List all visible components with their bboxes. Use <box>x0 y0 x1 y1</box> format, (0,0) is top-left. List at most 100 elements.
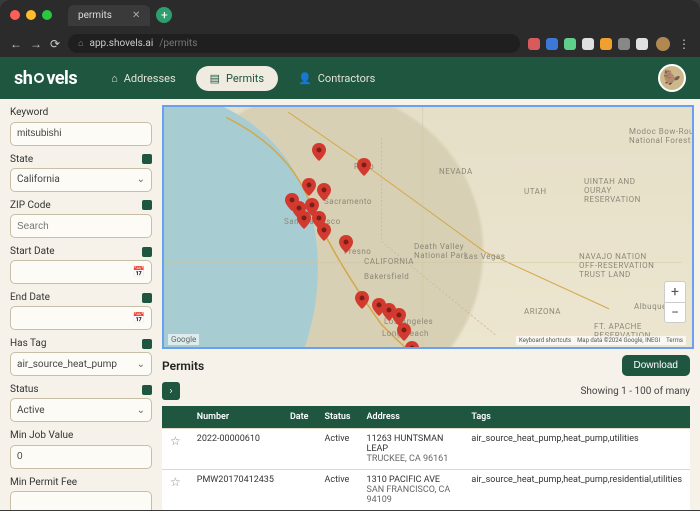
user-avatar[interactable]: 🦫 <box>658 64 686 92</box>
app-body: Keyword State California ⌄ ZIP Code Star… <box>0 99 700 510</box>
map-label: NEVADA <box>439 167 473 176</box>
status-select[interactable]: Active ⌄ <box>10 398 152 422</box>
map-label: CALIFORNIA <box>364 257 414 266</box>
map-marker[interactable] <box>317 223 331 237</box>
extension-icon[interactable] <box>528 38 540 50</box>
download-button[interactable]: Download <box>622 355 690 376</box>
chevron-down-icon: ⌄ <box>137 405 145 416</box>
state-select[interactable]: California ⌄ <box>10 168 152 192</box>
end-date-input[interactable]: 📅 <box>10 306 152 330</box>
map-label: Las Vegas <box>464 252 505 261</box>
map-marker[interactable] <box>312 143 326 157</box>
close-window-button[interactable] <box>10 10 20 20</box>
new-tab-button[interactable]: + <box>156 7 172 23</box>
address-bar[interactable]: ⌂ app.shovels.ai/permits <box>68 34 520 53</box>
table-row[interactable]: ☆2022-00000610Active11263 HUNTSMAN LEAPT… <box>162 429 690 470</box>
lock-icon: ⌂ <box>78 38 83 49</box>
cell-status: Active <box>317 429 359 470</box>
status-field: Status Active ⌄ <box>10 384 152 422</box>
map-marker[interactable] <box>397 323 411 337</box>
pager-text: Showing 1 - 100 of many <box>580 386 690 397</box>
map-label: Sacramento <box>324 197 372 206</box>
extension-icon[interactable] <box>618 38 630 50</box>
start-date-label: Start Date <box>10 246 55 257</box>
col-number[interactable]: Number <box>189 406 282 429</box>
cell-date <box>282 470 317 511</box>
browser-tab[interactable]: permits ✕ <box>68 5 150 26</box>
zip-chip-icon <box>142 200 152 210</box>
map-marker[interactable] <box>317 183 331 197</box>
map-marker[interactable] <box>302 178 316 192</box>
zip-input[interactable] <box>10 214 152 238</box>
extension-icon[interactable] <box>582 38 594 50</box>
extension-icon[interactable] <box>564 38 576 50</box>
map-label: UINTAH AND OURAY RESERVATION <box>584 177 641 204</box>
map-attribution: Keyboard shortcuts Map data ©2024 Google… <box>516 336 686 345</box>
zoom-control: + − <box>664 281 686 323</box>
map-marker[interactable] <box>305 198 319 212</box>
maximize-window-button[interactable] <box>42 10 52 20</box>
tab-title: permits <box>78 10 112 21</box>
close-tab-icon[interactable]: ✕ <box>132 10 140 21</box>
has-tag-select[interactable]: air_source_heat_pump ⌄ <box>10 352 152 376</box>
has-tag-chip-icon <box>142 339 152 349</box>
next-page-button[interactable]: › <box>162 382 180 400</box>
col-tags[interactable]: Tags <box>463 406 690 429</box>
main-panel: NEVADACALIFORNIAUTAHARIZONALas VegasSan … <box>162 99 700 510</box>
map-label: Bakersfield <box>364 272 409 281</box>
map-marker[interactable] <box>339 235 353 249</box>
logo[interactable]: shvels <box>14 68 77 89</box>
start-date-chip-icon <box>142 247 152 257</box>
map-marker[interactable] <box>355 291 369 305</box>
start-date-input[interactable]: 📅 <box>10 260 152 284</box>
minimize-window-button[interactable] <box>26 10 36 20</box>
permits-header: Permits Download <box>162 355 690 376</box>
table-row[interactable]: ☆PMW20170412435Active1310 PACIFIC AVESAN… <box>162 470 690 511</box>
min-job-value-input[interactable] <box>10 445 152 469</box>
app-root: shvels ⌂Addresses▤Permits👤Contractors 🦫 … <box>0 57 700 510</box>
zoom-in-button[interactable]: + <box>665 282 685 302</box>
start-date-field: Start Date 📅 <box>10 246 152 284</box>
star-icon[interactable]: ☆ <box>170 434 181 448</box>
map-marker[interactable] <box>405 341 419 349</box>
nav-label: Permits <box>226 72 264 85</box>
extension-icons <box>528 38 648 50</box>
cell-tags: air_source_heat_pump,heat_pump,residenti… <box>463 470 690 511</box>
window-controls <box>10 10 52 20</box>
cell-date <box>282 429 317 470</box>
menu-button[interactable]: ⋮ <box>678 37 690 51</box>
map[interactable]: NEVADACALIFORNIAUTAHARIZONALas VegasSan … <box>162 105 694 349</box>
map-shortcuts[interactable]: Keyboard shortcuts <box>519 337 571 344</box>
col-status[interactable]: Status <box>317 406 359 429</box>
map-terms[interactable]: Terms <box>666 337 683 344</box>
map-marker[interactable] <box>392 308 406 322</box>
tab-strip: permits ✕ + <box>0 0 700 30</box>
back-button[interactable]: ← <box>10 37 22 51</box>
nav-addresses[interactable]: ⌂Addresses <box>97 66 190 91</box>
zoom-out-button[interactable]: − <box>665 302 685 322</box>
nav-permits[interactable]: ▤ Permits <box>196 66 278 91</box>
col-date[interactable]: Date <box>282 406 317 429</box>
extension-icon[interactable] <box>636 38 648 50</box>
min-permit-fee-input[interactable] <box>10 491 152 510</box>
min-permit-fee-field: Min Permit Fee <box>10 477 152 511</box>
reload-button[interactable]: ⟳ <box>50 37 60 51</box>
keyword-field: Keyword <box>10 107 152 146</box>
extension-icon[interactable] <box>546 38 558 50</box>
home-icon: ⌂ <box>111 72 118 85</box>
doc-icon: ▤ <box>210 72 220 85</box>
nav-contractors[interactable]: 👤Contractors <box>284 66 389 91</box>
keyword-input[interactable] <box>10 122 152 146</box>
forward-button[interactable]: → <box>30 37 42 51</box>
min-permit-fee-label: Min Permit Fee <box>10 477 77 488</box>
end-date-label: End Date <box>10 292 50 303</box>
pager-row: › Showing 1 - 100 of many <box>162 382 690 400</box>
map-marker[interactable] <box>357 158 371 172</box>
map-marker[interactable] <box>297 211 311 225</box>
cell-number: PMW20170412435 <box>189 470 282 511</box>
col-address[interactable]: Address <box>359 406 464 429</box>
profile-avatar[interactable] <box>656 37 670 51</box>
url-path: /permits <box>159 38 197 49</box>
star-icon[interactable]: ☆ <box>170 475 181 489</box>
extension-icon[interactable] <box>600 38 612 50</box>
